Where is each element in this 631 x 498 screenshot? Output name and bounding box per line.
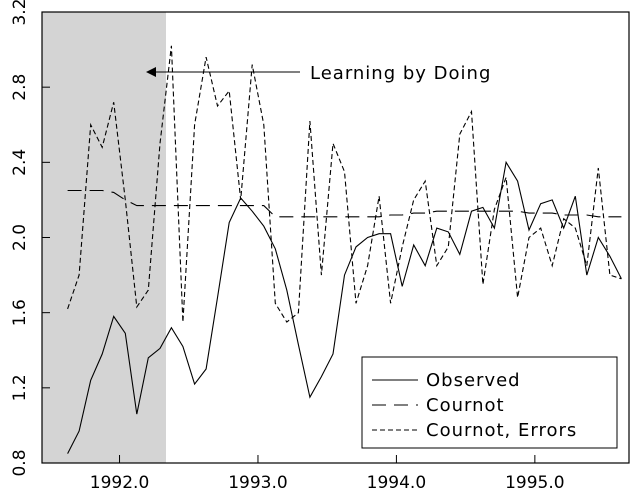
y-tick-label: 1.2	[10, 374, 30, 401]
y-tick-label: 2.8	[10, 74, 30, 101]
y-tick-label: 2.0	[10, 224, 30, 251]
legend	[361, 356, 618, 449]
legend-label: Observed	[426, 370, 521, 391]
y-tick-label: 0.8	[10, 449, 30, 476]
annotation: Learning by Doing	[310, 63, 491, 84]
x-tick-label: 1993.0	[228, 473, 287, 493]
arrow-head	[146, 67, 156, 77]
y-tick-label: 3.2	[10, 0, 30, 26]
legend-label: Cournot	[426, 395, 505, 416]
y-tick-label: 2.4	[10, 149, 30, 176]
series-line	[67, 160, 622, 454]
x-tick-label: 1995.0	[505, 473, 564, 493]
series-line	[67, 45, 622, 323]
y-tick-label: 1.6	[10, 299, 30, 326]
legend-label: Cournot, Errors	[426, 420, 577, 441]
x-tick-label: 1992.0	[90, 473, 149, 493]
series-line	[67, 189, 622, 218]
shaded-region	[42, 12, 166, 463]
x-tick-label: 1994.0	[367, 473, 426, 493]
